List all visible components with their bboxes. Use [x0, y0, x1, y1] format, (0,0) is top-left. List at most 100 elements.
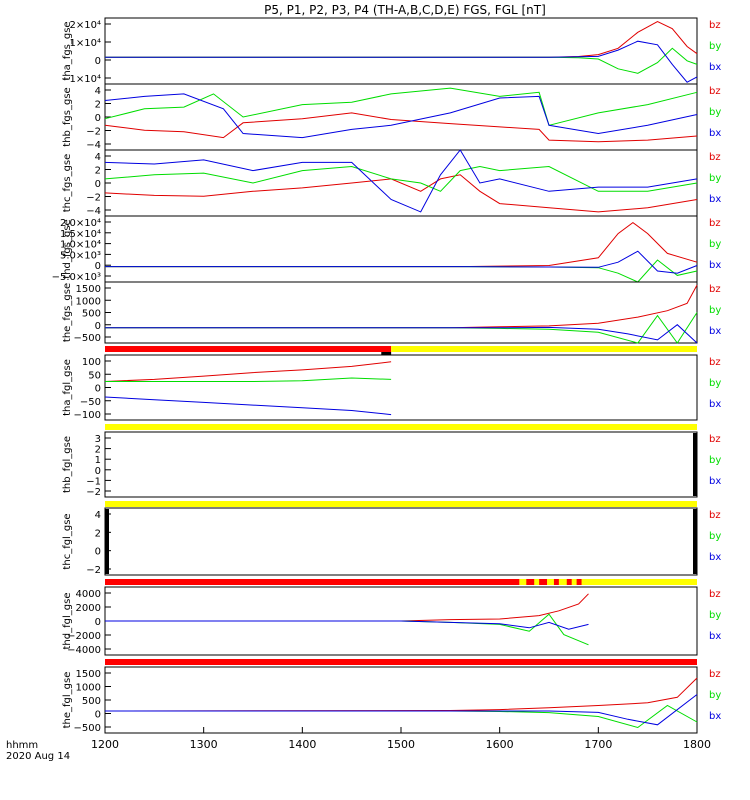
- y-tick-label: 1500: [76, 284, 101, 295]
- legend-bz: bz: [709, 510, 721, 521]
- legend-bz: bz: [709, 589, 721, 600]
- y-tick-label: 0: [95, 56, 101, 67]
- series-bz: [105, 21, 698, 58]
- y-tick-label: −1: [86, 476, 101, 487]
- y-tick-label: 1.5×10⁴: [60, 229, 101, 240]
- series-by: [105, 377, 392, 382]
- time-axis: 1200 1300 1400 1500 1600 1700 1800: [91, 727, 711, 751]
- panel-frame: [104, 215, 698, 283]
- series-by: [105, 704, 698, 729]
- series-by: [104, 87, 698, 126]
- x-tick-label: 1300: [190, 738, 218, 751]
- flag-red-segment: [105, 579, 520, 585]
- panel-thc_fgl_gse: thc_fgl_gse 4 2 0 −2 bz by bx: [62, 507, 721, 576]
- y-tick-label: 100: [82, 357, 101, 368]
- flag-red-segment: [576, 579, 582, 585]
- y-tick-label: 4: [95, 152, 101, 163]
- y-tick-label: 1×10⁴: [70, 38, 101, 49]
- legend-bx: bx: [709, 631, 721, 642]
- series-by: [104, 165, 698, 192]
- y-tick-label: −100: [74, 410, 101, 421]
- flag-red-segment: [539, 579, 548, 585]
- x-tick-label: 1500: [387, 738, 415, 751]
- y-tick-label: 2: [95, 445, 101, 456]
- y-tick-label: 4: [95, 86, 101, 97]
- legend-bz: bz: [709, 86, 721, 97]
- x-tick-label: 1700: [584, 738, 612, 751]
- flag-red-segment: [553, 579, 559, 585]
- legend-by: by: [709, 610, 721, 621]
- series-bx: [104, 149, 698, 213]
- flag-yellow-segment: [519, 579, 697, 585]
- series-bx: [104, 396, 392, 416]
- y-tick-label: 0: [95, 466, 101, 477]
- panel-ylabel: thd_fgs_gse: [62, 219, 73, 278]
- panel-ylabel: thb_fgs_gse: [62, 87, 73, 146]
- flag-red-segment: [566, 579, 572, 585]
- series-bx: [105, 620, 589, 630]
- flag-red-segment: [105, 659, 697, 665]
- legend-by: by: [709, 690, 721, 701]
- flag-red-segment: [105, 346, 392, 352]
- y-tick-label: −1×10⁴: [61, 74, 101, 85]
- flag-yellow-segment: [105, 424, 697, 430]
- y-tick-label: 1000: [76, 683, 101, 694]
- panel-ylabel: tha_fgs_gse: [62, 21, 73, 80]
- legend-bz: bz: [709, 284, 721, 295]
- panel-tha_fgl_gse: tha_fgl_gse 100 50 0 −50 −100 bz by bx: [62, 354, 721, 421]
- series-bz: [105, 284, 698, 329]
- legend-bz: bz: [709, 218, 721, 229]
- flag-yellow-segment: [105, 501, 697, 507]
- legend-bx: bx: [709, 128, 721, 139]
- panel-ylabel: the_fgs_gse: [62, 283, 73, 342]
- panel-frame: [104, 354, 698, 421]
- edge-marker: [693, 433, 697, 496]
- y-tick-label: 0: [95, 384, 101, 395]
- legend-bz: bz: [709, 152, 721, 163]
- y-tick-label: −2: [86, 193, 101, 204]
- legend-bz: bz: [709, 669, 721, 680]
- plot-title: P5, P1, P2, P3, P4 (TH-A,B,C,D,E) FGS, F…: [264, 3, 546, 17]
- y-tick-label: 1500: [76, 669, 101, 680]
- series-bx: [105, 324, 698, 344]
- y-tick-label: 0: [95, 321, 101, 332]
- y-tick-label: 0: [95, 261, 101, 272]
- y-tick-label: 0: [95, 617, 101, 628]
- legend-bz: bz: [709, 434, 721, 445]
- y-tick-label: −2: [86, 565, 101, 576]
- legend-bx: bx: [709, 194, 721, 205]
- legend-bx: bx: [709, 326, 721, 337]
- legend-by: by: [709, 173, 721, 184]
- x-label-hhmm: hhmm: [6, 740, 38, 751]
- series-bz: [104, 677, 698, 712]
- x-tick-label: 1800: [683, 738, 711, 751]
- legend-bz: bz: [709, 20, 721, 31]
- y-tick-label: 0: [95, 547, 101, 558]
- y-tick-label: −2: [86, 127, 101, 138]
- y-tick-label: 50: [88, 370, 101, 381]
- y-tick-label: −4000: [67, 645, 101, 656]
- series-bx: [104, 93, 698, 139]
- panel-thb_fgs_gse: thb_fgs_gse 4 2 0 −2 −4 bz by bx: [62, 83, 721, 151]
- y-tick-label: −4: [86, 140, 101, 151]
- y-tick-label: 500: [82, 309, 101, 320]
- panel-ylabel: tha_fgl_gse: [62, 359, 73, 416]
- flag-red-segment: [526, 579, 535, 585]
- y-tick-label: 1000: [76, 296, 101, 307]
- y-tick-label: 2: [95, 100, 101, 111]
- panel-frame: [104, 507, 698, 576]
- legend-bx: bx: [709, 260, 721, 271]
- legend-by: by: [709, 305, 721, 316]
- panel-frame: [104, 281, 698, 344]
- panel-frame: [104, 83, 698, 151]
- panel-ylabel: thc_fgs_gse: [62, 154, 73, 213]
- y-tick-label: 4000: [76, 589, 101, 600]
- y-tick-label: −500: [74, 333, 101, 344]
- y-tick-label: 5.0×10³: [60, 250, 101, 261]
- y-tick-label: 2×10⁴: [70, 20, 101, 31]
- y-tick-label: 2000: [76, 603, 101, 614]
- legend-by: by: [709, 239, 721, 250]
- legend-bx: bx: [709, 399, 721, 410]
